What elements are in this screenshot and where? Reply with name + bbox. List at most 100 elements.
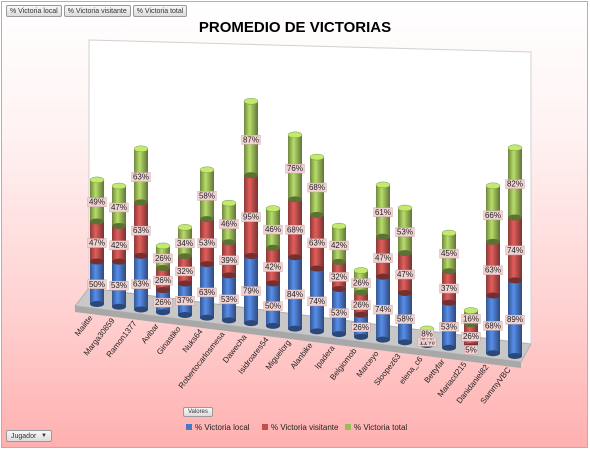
bar-bottom-cap	[376, 336, 390, 343]
data-label: 26%	[353, 301, 369, 310]
bar-bottom-cap	[178, 253, 192, 260]
bar-bottom-cap	[134, 252, 148, 259]
data-label-box	[439, 283, 459, 294]
data-label: 82%	[507, 180, 523, 189]
bar-top-cap	[309, 153, 325, 161]
data-label: 8%	[421, 329, 433, 338]
bar-top-cap	[441, 229, 457, 237]
data-label-box	[307, 296, 327, 307]
data-label: 68%	[309, 183, 325, 192]
data-label: 26%	[463, 332, 479, 341]
data-label: 84%	[287, 290, 303, 299]
data-label-box	[241, 135, 261, 145]
data-label-box	[153, 297, 173, 308]
bar-bottom-cap	[398, 290, 412, 297]
data-label: 89%	[507, 315, 523, 324]
data-label-box	[351, 278, 371, 288]
data-label-box	[87, 238, 107, 248]
data-label: 87%	[243, 135, 259, 144]
data-label: 26%	[353, 279, 369, 288]
bar-top-cap	[485, 182, 501, 190]
data-label: 42%	[265, 263, 281, 272]
legend-swatch	[262, 424, 268, 430]
chart-title: PROMEDIO DE VICTORIAS	[198, 19, 392, 36]
data-label: 5%	[465, 345, 477, 354]
data-label: 16%	[463, 314, 479, 323]
bar-bottom-cap	[266, 244, 280, 251]
data-label-box	[420, 329, 434, 339]
data-label: 37%	[177, 296, 193, 305]
data-label-box	[263, 262, 283, 272]
data-label-box	[87, 197, 107, 207]
data-label-box	[329, 240, 349, 251]
bar-top-cap	[155, 242, 171, 250]
data-label-box	[241, 286, 261, 296]
data-label: 47%	[111, 203, 127, 212]
bar-bottom-cap	[508, 277, 522, 284]
bar-bottom-cap	[200, 261, 214, 268]
data-label-box	[131, 279, 151, 289]
bar-bottom-cap	[178, 280, 192, 287]
data-label-box	[219, 219, 239, 229]
bar-bottom-cap	[398, 339, 412, 346]
data-label: 39%	[221, 256, 237, 265]
data-label-box	[373, 253, 393, 263]
data-label: 37%	[441, 284, 457, 293]
data-label-box	[307, 182, 327, 193]
data-label-box	[483, 321, 503, 331]
data-label-box	[197, 238, 217, 248]
data-label: 42%	[331, 241, 347, 250]
data-label: 63%	[133, 173, 149, 182]
bar-top-cap	[375, 181, 391, 189]
data-label-box	[153, 275, 173, 286]
bar-bottom-cap	[90, 301, 104, 307]
data-label: 53%	[441, 322, 457, 331]
data-label-box	[87, 279, 107, 289]
data-label: 50%	[265, 302, 281, 311]
values-field-button[interactable]: Valores	[183, 407, 213, 417]
data-label: 58%	[199, 191, 215, 200]
bar-bottom-cap	[508, 214, 522, 221]
data-label-box	[439, 322, 459, 332]
bar-top-cap	[177, 224, 193, 231]
data-label-box	[109, 202, 129, 213]
field-buttons: % Victoria local % Victoria visitante % …	[6, 5, 188, 17]
bar-bottom-cap	[266, 280, 280, 287]
data-label-box	[307, 238, 327, 248]
bar-bottom-cap	[90, 258, 104, 265]
bar-bottom-cap	[376, 273, 390, 280]
row-field-dropdown[interactable]: Jugador ▼	[6, 430, 52, 442]
category-label: Nuks64	[181, 327, 205, 354]
bar-top-cap	[287, 131, 303, 139]
data-label: 47%	[397, 270, 413, 279]
bar-top-cap	[463, 307, 479, 314]
data-label: 63%	[133, 280, 149, 289]
bar-top-cap	[397, 204, 413, 212]
field-button-local[interactable]: % Victoria local	[6, 5, 62, 17]
data-label-box	[395, 314, 415, 324]
data-label-box	[505, 245, 525, 256]
data-label-box	[351, 300, 371, 310]
field-button-visitante[interactable]: % Victoria visitante	[63, 5, 131, 17]
bar-bottom-cap	[442, 344, 456, 351]
data-label: 63%	[485, 266, 501, 275]
data-label: 63%	[133, 226, 149, 235]
data-label-box	[461, 314, 481, 324]
data-label: 53%	[331, 309, 347, 318]
data-label: 26%	[155, 276, 171, 285]
data-label: 63%	[199, 288, 215, 297]
bar-bottom-cap	[156, 309, 170, 316]
data-label: 53%	[397, 228, 413, 237]
bar-bottom-cap	[178, 311, 192, 318]
data-label: 26%	[155, 254, 171, 263]
data-label: 66%	[485, 211, 501, 220]
data-label: 74%	[309, 297, 325, 306]
bar-bottom-cap	[244, 320, 258, 327]
data-label-box	[285, 163, 305, 174]
data-label-box	[461, 331, 481, 342]
data-label: 46%	[265, 225, 281, 234]
data-label-box	[395, 269, 415, 280]
field-button-total[interactable]: % Victoria total	[132, 5, 188, 17]
data-label: 46%	[221, 220, 237, 229]
